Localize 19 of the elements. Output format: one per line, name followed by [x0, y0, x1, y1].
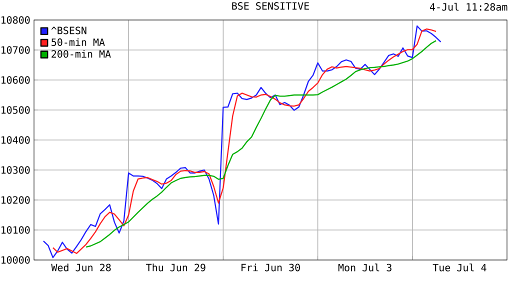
y-tick-label: 10300 — [1, 166, 30, 174]
y-tick-label: 10700 — [1, 46, 30, 54]
y-tick-label: 10800 — [1, 16, 30, 24]
legend-label: ^BSESN — [51, 26, 86, 34]
legend-label: 50-min MA — [52, 38, 105, 46]
y-tick-label: 10200 — [1, 196, 30, 204]
x-tick-label: Mon Jul 3 — [338, 264, 392, 272]
y-tick-label: 10100 — [1, 226, 30, 234]
x-tick-label: Fri Jun 30 — [242, 264, 300, 272]
text: 4-Jul 11:28am — [430, 2, 508, 11]
y-tick-label: 10000 — [1, 256, 30, 264]
x-tick-label: Thu Jun 29 — [146, 264, 206, 272]
chart-title: BSE SENSITIVE — [232, 2, 309, 10]
x-tick-label: Tue Jul 4 — [432, 264, 486, 272]
legend-label: 200-min MA — [52, 50, 111, 58]
y-tick-label: 10500 — [1, 106, 30, 114]
x-tick-label: Wed Jun 28 — [51, 264, 111, 272]
y-tick-label: 10600 — [1, 76, 30, 84]
y-tick-label: 10400 — [1, 136, 30, 144]
